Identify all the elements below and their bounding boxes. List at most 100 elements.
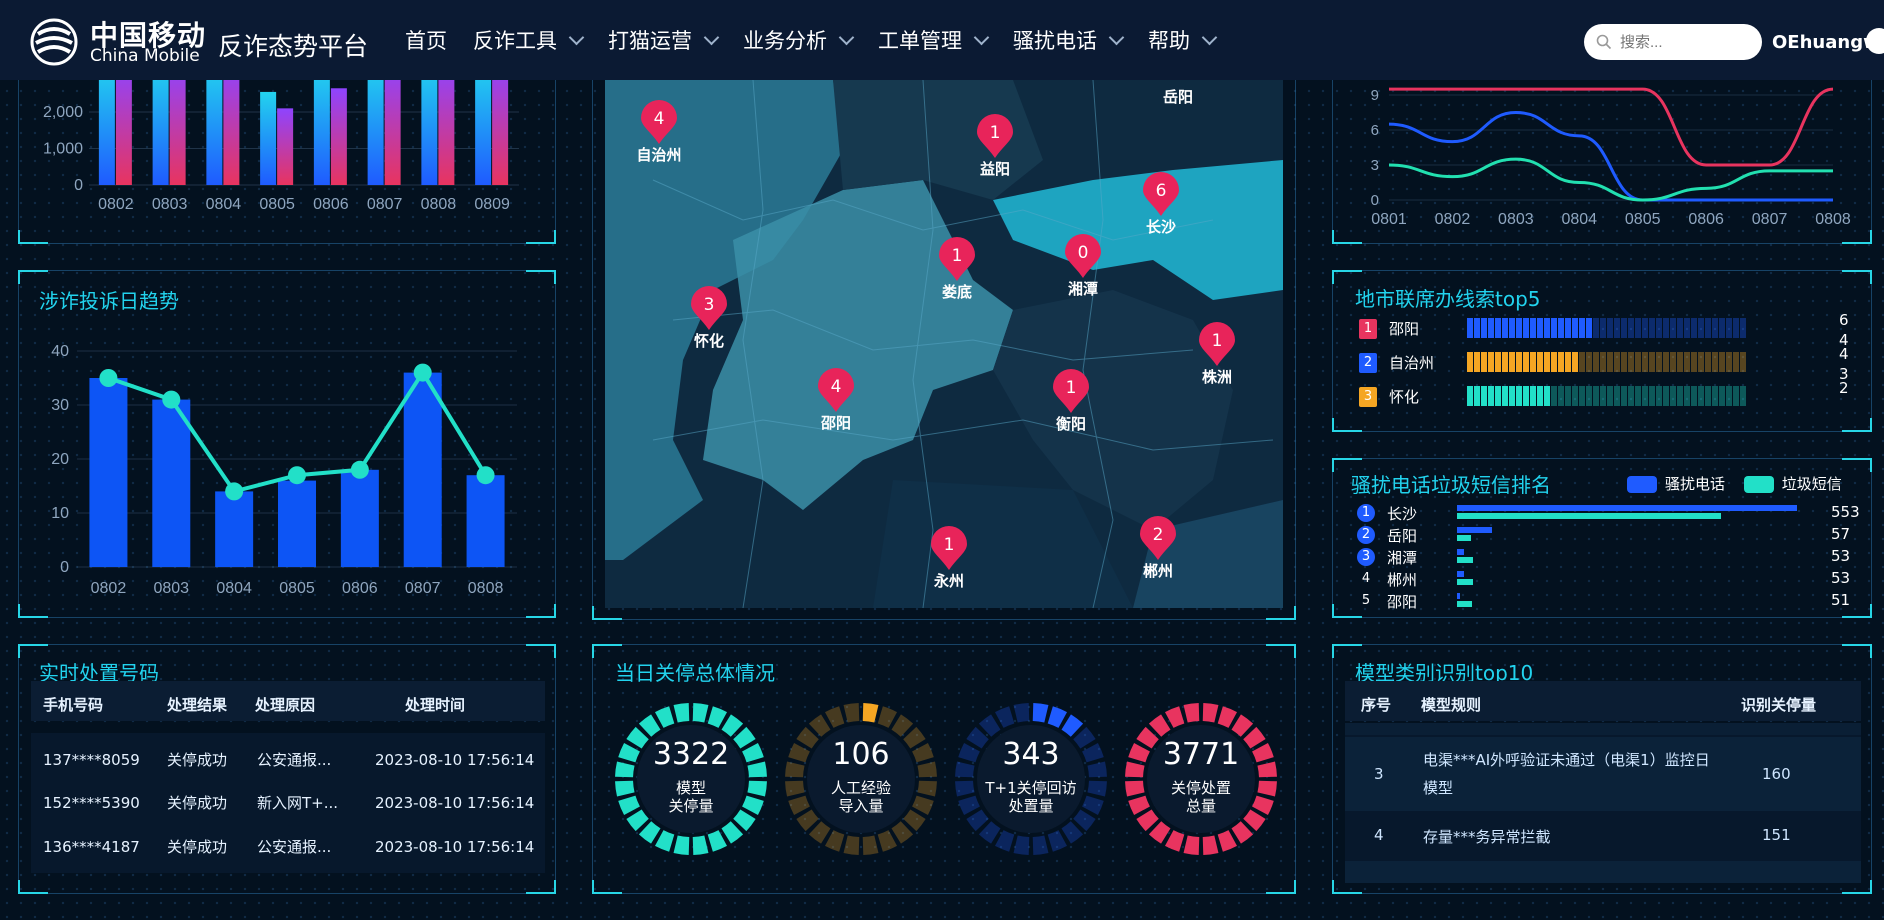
map-marker-value: 4 — [830, 377, 842, 397]
map-marker-娄底[interactable]: 1 娄底 — [933, 237, 981, 301]
bar-segment — [1670, 318, 1676, 338]
map-marker-郴州[interactable]: 2 郴州 — [1134, 516, 1182, 580]
gauge-segment — [1128, 742, 1150, 763]
bar-segment — [1642, 352, 1648, 372]
search-input[interactable] — [1620, 33, 1750, 51]
nav-cat-ops[interactable]: 打猫运营 — [608, 25, 720, 55]
bar-segment — [1705, 352, 1711, 372]
hunan-map[interactable] — [593, 60, 1297, 620]
bar-series-1 — [206, 64, 223, 185]
map-marker-长沙[interactable]: 6 长沙 — [1137, 172, 1185, 236]
bar-series-2 — [330, 88, 347, 185]
search-icon — [1596, 34, 1612, 50]
bar-segment — [1509, 352, 1515, 372]
model-table-body[interactable]: 3 电渠***AI外呼验证未通过（电渠1）监控日 模型 160 4 存量***务… — [1345, 723, 1861, 883]
gauge-segment — [1082, 742, 1104, 763]
bar-segment — [1607, 352, 1613, 372]
table-row[interactable]: 152****5390 关停成功 新入网T+... 2023-08-10 17:… — [43, 792, 534, 813]
nav-harassment-calls[interactable]: 骚扰电话 — [1013, 25, 1125, 55]
bar-segment — [1705, 386, 1711, 406]
panel-corner — [1842, 270, 1872, 284]
nav-ticket-management[interactable]: 工单管理 — [878, 25, 990, 55]
nav-home[interactable]: 首页 — [405, 25, 447, 55]
map-marker-株洲[interactable]: 1 株洲 — [1193, 322, 1241, 386]
table-row[interactable]: 137****8059 关停成功 公安通报... 2023-08-10 17:5… — [43, 749, 534, 770]
city-row[interactable]: 2 自治州 4 3 — [1359, 345, 1859, 383]
top-navbar: 中国移动 China Mobile 反诈态势平台 首页 反诈工具 打猫运营 业务… — [0, 0, 1884, 80]
bar-segment — [1586, 352, 1592, 372]
bar-segment — [1670, 386, 1676, 406]
x-tick-label: 0806 — [1688, 211, 1724, 228]
panel-corner — [1842, 418, 1872, 432]
map-marker-衡阳[interactable]: 1 衡阳 — [1047, 369, 1095, 433]
nav-anti-fraud-tools[interactable]: 反诈工具 — [473, 25, 585, 55]
gauge-segment — [1243, 726, 1266, 749]
shutdown-title: 当日关停总体情况 — [615, 661, 775, 685]
bar-segment — [1502, 318, 1508, 338]
spam-row[interactable]: 5 邵阳 51 — [1357, 591, 1857, 611]
map-marker-益阳[interactable]: 1 益阳 — [971, 114, 1019, 178]
nav-business-analysis[interactable]: 业务分析 — [743, 25, 855, 55]
bar-segment — [1733, 352, 1739, 372]
bar-segment — [1558, 318, 1564, 338]
map-marker-湘潭[interactable]: 0 湘潭 — [1059, 234, 1107, 298]
gauge-center — [807, 725, 915, 833]
gauge-segment — [1257, 761, 1277, 778]
bar-segment — [1495, 352, 1501, 372]
gauge-segment — [785, 780, 805, 797]
table-header-bg — [1345, 681, 1861, 721]
bar-spam-sms — [1457, 535, 1471, 541]
bar-series-1 — [260, 91, 277, 185]
city-value: 6 — [1839, 311, 1849, 329]
bar-segment — [1565, 318, 1571, 338]
bar-segment — [1642, 386, 1648, 406]
city-name: 自治州 — [1389, 354, 1435, 372]
bar — [152, 399, 191, 567]
gauge-segment — [1061, 821, 1084, 844]
avatar[interactable] — [1866, 28, 1884, 54]
city-row[interactable]: 3 怀化 2 — [1359, 379, 1859, 409]
trend-point — [288, 466, 306, 485]
city-row[interactable]: 1 邵阳 6 4 — [1359, 311, 1859, 349]
bar-segment — [1495, 318, 1501, 338]
bar — [89, 378, 128, 567]
gauge-segment — [1183, 703, 1200, 723]
cell-phone: 152****5390 — [43, 793, 140, 812]
map-marker-邵阳[interactable]: 4 邵阳 — [812, 368, 860, 432]
bar-segment — [1628, 386, 1634, 406]
gauge-segment — [692, 703, 709, 723]
bar-segment — [1502, 352, 1508, 372]
spam-row[interactable]: 4 郴州 53 — [1357, 569, 1857, 589]
bar-segment — [1635, 352, 1641, 372]
spam-row[interactable]: 3 湘潭 53 — [1357, 547, 1857, 567]
map-marker-怀化[interactable]: 3 怀化 — [685, 286, 733, 350]
table-row[interactable]: 4 存量***务异常拦截 151 — [1345, 813, 1861, 857]
gauge-segment — [1032, 835, 1049, 855]
username[interactable]: OEhuangwei — [1772, 32, 1884, 53]
gauge-center — [977, 725, 1085, 833]
cell-rule: 电渠***AI外呼验证未通过（电渠1）监控日 — [1423, 751, 1710, 769]
gauge-segment — [796, 809, 819, 832]
panel-corner — [526, 230, 556, 244]
bar-segment — [1726, 352, 1732, 372]
china-mobile-logo-icon — [30, 18, 78, 66]
bar-segment — [1516, 386, 1522, 406]
spam-row[interactable]: 1 长沙 553 — [1357, 503, 1860, 523]
table-row[interactable]: 3 电渠***AI外呼验证未通过（电渠1）监控日 模型 160 — [1345, 737, 1861, 811]
gauge-segment — [955, 761, 975, 778]
map-marker-永州[interactable]: 1 永州 — [925, 526, 973, 590]
map-marker-自治州[interactable]: 4 自治州 — [635, 100, 683, 164]
x-tick-label: 0804 — [216, 580, 252, 597]
bar-segment — [1537, 352, 1543, 372]
gauge-segment — [1032, 703, 1049, 723]
nav-help[interactable]: 帮助 — [1148, 25, 1218, 55]
gauge-segment — [1217, 830, 1238, 852]
chevron-down-icon — [703, 29, 720, 45]
gauge-segment — [1061, 714, 1084, 737]
brand-name-cn: 中国移动 — [90, 19, 207, 52]
y-tick-label: 3 — [1371, 157, 1379, 174]
map-pin-icon — [641, 100, 677, 144]
table-row[interactable]: 136****4187 关停成功 公安通报... 2023-08-10 17:5… — [43, 836, 534, 857]
spam-row[interactable]: 2 岳阳 57 — [1357, 525, 1857, 545]
